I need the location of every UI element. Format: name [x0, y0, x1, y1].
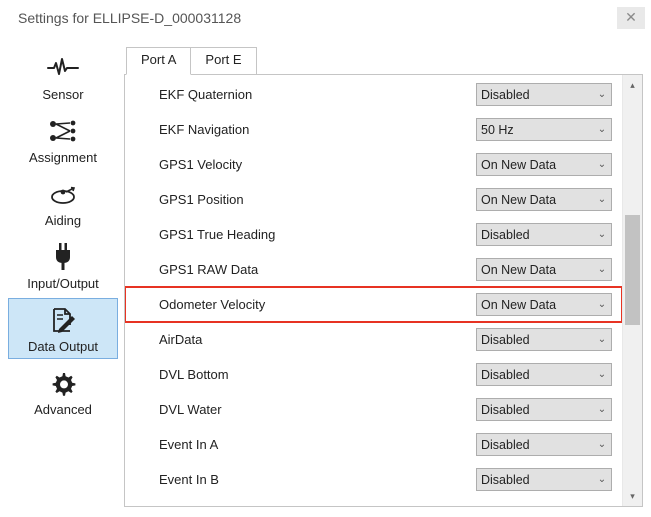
setting-row: AirData Disabled⌄ [125, 322, 622, 357]
setting-dropdown[interactable]: Disabled⌄ [476, 433, 612, 456]
sidebar-item-label: Advanced [34, 402, 92, 417]
scroll-track[interactable] [623, 95, 642, 486]
scroll-down-arrow[interactable]: ▾ [623, 486, 642, 506]
setting-label: EKF Navigation [159, 122, 464, 137]
setting-label: Event In B [159, 472, 464, 487]
sidebar-item-label: Sensor [42, 87, 83, 102]
dropdown-value: Disabled [477, 333, 593, 347]
window-title: Settings for ELLIPSE-D_000031128 [18, 10, 241, 26]
dropdown-value: On New Data [477, 298, 593, 312]
setting-label: GPS1 RAW Data [159, 262, 464, 277]
dropdown-value: 50 Hz [477, 123, 593, 137]
connections-icon [48, 116, 78, 146]
rows-container: EKF QuaternionDisabled⌄EKF Navigation50 … [125, 75, 622, 506]
sidebar-item-inputoutput[interactable]: Input/Output [8, 235, 118, 296]
setting-label: DVL Bottom [159, 367, 464, 382]
chevron-down-icon: ⌄ [593, 474, 611, 485]
sidebar-item-sensor[interactable]: Sensor [8, 46, 118, 107]
setting-label: GPS1 True Heading [159, 227, 464, 242]
setting-dropdown[interactable]: Disabled⌄ [476, 363, 612, 386]
setting-row: GPS1 Velocity On New Data⌄ [125, 147, 622, 182]
titlebar: Settings for ELLIPSE-D_000031128 ✕ [0, 0, 651, 36]
setting-row: Event In A Disabled⌄ [125, 427, 622, 462]
chevron-down-icon: ⌄ [593, 404, 611, 415]
setting-dropdown[interactable]: On New Data⌄ [476, 293, 612, 316]
sidebar-item-dataoutput[interactable]: Data Output [8, 298, 118, 359]
dropdown-value: On New Data [477, 193, 593, 207]
dropdown-value: Disabled [477, 368, 593, 382]
setting-row: EKF Quaternion Disabled⌄ [125, 77, 622, 112]
main-panel: Port A Port E EKF QuaternionDisabled⌄EKF… [124, 46, 643, 507]
content-area: Sensor Assignment [0, 36, 651, 517]
setting-label: EKF Quaternion [159, 87, 464, 102]
chevron-down-icon: ⌄ [593, 229, 611, 240]
dropdown-value: Disabled [477, 228, 593, 242]
compass-icon [48, 179, 78, 209]
sidebar-item-aiding[interactable]: Aiding [8, 172, 118, 233]
dropdown-value: Disabled [477, 403, 593, 417]
gear-icon [50, 368, 76, 398]
setting-dropdown[interactable]: On New Data⌄ [476, 188, 612, 211]
chevron-down-icon: ⌄ [593, 194, 611, 205]
close-icon: ✕ [625, 9, 637, 26]
sidebar-item-label: Aiding [45, 213, 81, 228]
tabs: Port A Port E [124, 46, 643, 74]
dropdown-value: Disabled [477, 88, 593, 102]
setting-label: Odometer Velocity [159, 297, 464, 312]
setting-dropdown[interactable]: On New Data⌄ [476, 258, 612, 281]
scrollbar[interactable]: ▴ ▾ [622, 75, 642, 506]
chevron-down-icon: ⌄ [593, 334, 611, 345]
chevron-down-icon: ⌄ [593, 124, 611, 135]
dropdown-value: On New Data [477, 263, 593, 277]
dropdown-value: Disabled [477, 438, 593, 452]
tab-port-a[interactable]: Port A [126, 47, 191, 75]
setting-row: Odometer Velocity On New Data⌄ [125, 287, 622, 322]
sidebar-item-label: Input/Output [27, 276, 99, 291]
chevron-down-icon: ⌄ [593, 369, 611, 380]
sidebar-item-assignment[interactable]: Assignment [8, 109, 118, 170]
sidebar: Sensor Assignment [8, 46, 118, 507]
settings-window: Settings for ELLIPSE-D_000031128 ✕ Senso… [0, 0, 651, 517]
setting-dropdown[interactable]: Disabled⌄ [476, 328, 612, 351]
chevron-down-icon: ⌄ [593, 439, 611, 450]
heartbeat-icon [47, 53, 79, 83]
setting-dropdown[interactable]: Disabled⌄ [476, 398, 612, 421]
sidebar-item-label: Assignment [29, 150, 97, 165]
setting-row: DVL Water Disabled⌄ [125, 392, 622, 427]
dropdown-value: On New Data [477, 158, 593, 172]
document-edit-icon [50, 305, 76, 335]
scroll-up-arrow[interactable]: ▴ [623, 75, 642, 95]
scroll-thumb[interactable] [625, 215, 640, 325]
setting-dropdown[interactable]: 50 Hz⌄ [476, 118, 612, 141]
chevron-down-icon: ⌄ [593, 264, 611, 275]
setting-row: GPS1 True Heading Disabled⌄ [125, 217, 622, 252]
chevron-down-icon: ⌄ [593, 159, 611, 170]
setting-dropdown[interactable]: Disabled⌄ [476, 468, 612, 491]
setting-label: GPS1 Velocity [159, 157, 464, 172]
setting-row: GPS1 Position On New Data⌄ [125, 182, 622, 217]
setting-row: DVL Bottom Disabled⌄ [125, 357, 622, 392]
chevron-down-icon: ⌄ [593, 89, 611, 100]
setting-label: DVL Water [159, 402, 464, 417]
setting-row: Event In B Disabled⌄ [125, 462, 622, 497]
setting-label: GPS1 Position [159, 192, 464, 207]
setting-row: EKF Navigation 50 Hz⌄ [125, 112, 622, 147]
close-button[interactable]: ✕ [617, 7, 645, 29]
plug-icon [51, 242, 75, 272]
setting-row: GPS1 RAW Data On New Data⌄ [125, 252, 622, 287]
sidebar-item-label: Data Output [28, 339, 98, 354]
setting-dropdown[interactable]: On New Data⌄ [476, 153, 612, 176]
setting-dropdown[interactable]: Disabled⌄ [476, 223, 612, 246]
setting-label: AirData [159, 332, 464, 347]
sidebar-item-advanced[interactable]: Advanced [8, 361, 118, 422]
setting-label: Event In A [159, 437, 464, 452]
chevron-down-icon: ⌄ [593, 299, 611, 310]
tab-port-e[interactable]: Port E [190, 47, 256, 75]
tab-panel: EKF QuaternionDisabled⌄EKF Navigation50 … [124, 74, 643, 507]
setting-dropdown[interactable]: Disabled⌄ [476, 83, 612, 106]
dropdown-value: Disabled [477, 473, 593, 487]
